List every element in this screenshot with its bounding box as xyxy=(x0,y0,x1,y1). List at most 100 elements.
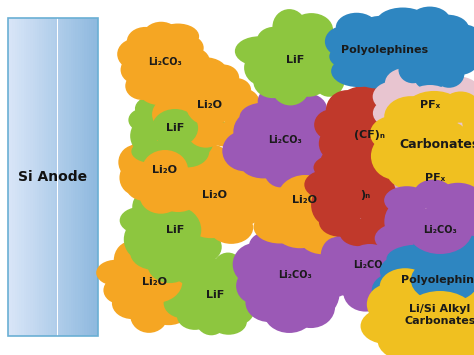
Text: Li₂CO₃: Li₂CO₃ xyxy=(423,225,457,235)
Ellipse shape xyxy=(431,154,474,198)
Ellipse shape xyxy=(367,277,404,312)
Ellipse shape xyxy=(187,116,224,148)
Ellipse shape xyxy=(343,111,397,159)
Ellipse shape xyxy=(441,154,471,179)
Ellipse shape xyxy=(187,128,213,156)
Ellipse shape xyxy=(283,155,319,189)
Ellipse shape xyxy=(326,90,368,131)
Bar xyxy=(15,18,17,336)
Bar xyxy=(82,18,84,336)
Ellipse shape xyxy=(367,284,410,325)
Ellipse shape xyxy=(128,108,158,132)
Ellipse shape xyxy=(242,173,290,206)
Ellipse shape xyxy=(236,268,274,304)
Bar xyxy=(17,18,19,336)
Ellipse shape xyxy=(224,156,271,196)
Bar xyxy=(75,18,78,336)
Ellipse shape xyxy=(172,281,210,320)
Ellipse shape xyxy=(343,273,388,312)
Ellipse shape xyxy=(414,186,449,213)
Ellipse shape xyxy=(350,144,381,184)
Text: LiF: LiF xyxy=(166,123,184,133)
Ellipse shape xyxy=(394,161,426,183)
Ellipse shape xyxy=(304,147,342,179)
Ellipse shape xyxy=(124,219,159,260)
Ellipse shape xyxy=(212,252,244,286)
Ellipse shape xyxy=(130,119,157,153)
Ellipse shape xyxy=(208,65,239,92)
Ellipse shape xyxy=(235,178,273,213)
Ellipse shape xyxy=(195,301,228,335)
Ellipse shape xyxy=(373,98,418,128)
Ellipse shape xyxy=(131,140,172,163)
Ellipse shape xyxy=(413,58,448,91)
Ellipse shape xyxy=(130,299,168,333)
Ellipse shape xyxy=(453,285,474,310)
Ellipse shape xyxy=(193,276,237,314)
Ellipse shape xyxy=(459,282,474,310)
Ellipse shape xyxy=(358,209,404,247)
Ellipse shape xyxy=(387,267,417,299)
Text: Li₂O: Li₂O xyxy=(198,100,222,110)
Ellipse shape xyxy=(388,116,419,143)
Ellipse shape xyxy=(165,136,209,167)
Ellipse shape xyxy=(408,206,473,254)
Ellipse shape xyxy=(145,246,191,272)
Ellipse shape xyxy=(404,85,456,125)
Ellipse shape xyxy=(210,211,253,244)
Ellipse shape xyxy=(383,237,441,273)
Ellipse shape xyxy=(187,206,235,238)
Ellipse shape xyxy=(387,152,439,190)
Ellipse shape xyxy=(186,214,226,246)
Bar xyxy=(8,18,98,336)
Ellipse shape xyxy=(267,230,314,263)
Ellipse shape xyxy=(329,183,369,217)
Ellipse shape xyxy=(103,276,137,304)
Bar xyxy=(55,18,57,336)
Ellipse shape xyxy=(375,233,419,267)
Ellipse shape xyxy=(378,320,440,355)
Bar xyxy=(80,18,82,336)
Ellipse shape xyxy=(372,273,417,308)
Ellipse shape xyxy=(313,154,365,181)
Text: Li/Si Alkyl
Carbonates: Li/Si Alkyl Carbonates xyxy=(404,304,474,326)
Ellipse shape xyxy=(404,291,474,339)
Ellipse shape xyxy=(401,36,449,65)
Bar xyxy=(71,18,73,336)
Ellipse shape xyxy=(258,84,301,119)
Ellipse shape xyxy=(249,232,286,260)
Ellipse shape xyxy=(177,302,213,330)
Ellipse shape xyxy=(168,93,205,119)
Ellipse shape xyxy=(302,239,350,274)
Ellipse shape xyxy=(153,85,187,114)
Ellipse shape xyxy=(297,122,338,158)
Ellipse shape xyxy=(379,101,429,129)
Ellipse shape xyxy=(395,22,435,52)
Text: Li₂O: Li₂O xyxy=(143,277,167,287)
Ellipse shape xyxy=(160,184,207,223)
Ellipse shape xyxy=(445,24,474,48)
Ellipse shape xyxy=(380,268,430,305)
Ellipse shape xyxy=(152,109,198,147)
Ellipse shape xyxy=(437,238,474,277)
Ellipse shape xyxy=(118,145,154,180)
Ellipse shape xyxy=(156,170,202,201)
Ellipse shape xyxy=(313,60,345,97)
Ellipse shape xyxy=(431,216,458,236)
Bar xyxy=(51,18,53,336)
Ellipse shape xyxy=(384,200,422,243)
Ellipse shape xyxy=(220,78,251,102)
Bar xyxy=(42,18,44,336)
Ellipse shape xyxy=(414,245,453,283)
Ellipse shape xyxy=(392,204,423,229)
Ellipse shape xyxy=(401,214,433,239)
Bar xyxy=(66,18,69,336)
Text: )ₙ: )ₙ xyxy=(360,190,370,200)
Ellipse shape xyxy=(293,141,338,176)
Ellipse shape xyxy=(404,91,464,130)
Ellipse shape xyxy=(432,146,457,175)
Ellipse shape xyxy=(119,160,153,195)
Bar xyxy=(44,18,46,336)
Ellipse shape xyxy=(112,287,153,319)
Ellipse shape xyxy=(189,144,230,177)
